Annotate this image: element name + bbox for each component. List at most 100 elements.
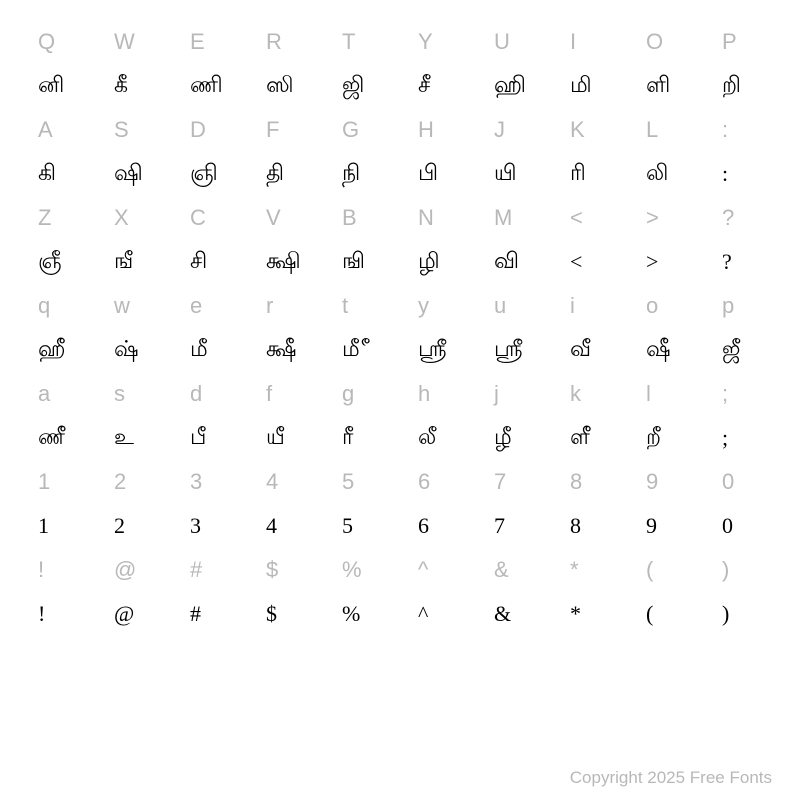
key-label: e [172, 284, 248, 328]
glyph-value: 5 [324, 504, 400, 548]
key-label: S [96, 108, 172, 152]
key-label: o [628, 284, 704, 328]
key-label: @ [96, 548, 172, 592]
glyph-value: சி [172, 240, 248, 284]
glyph-value: 4 [248, 504, 324, 548]
key-label: M [476, 196, 552, 240]
key-label: 3 [172, 460, 248, 504]
key-label: * [552, 548, 628, 592]
key-label: 9 [628, 460, 704, 504]
key-label: O [628, 20, 704, 64]
key-label: T [324, 20, 400, 64]
key-label: : [704, 108, 780, 152]
glyph-value: ஷீ [628, 328, 704, 372]
key-label: C [172, 196, 248, 240]
glyph-value: : [704, 152, 780, 196]
glyph-value: ஸ்ரீ [476, 328, 552, 372]
key-label: r [248, 284, 324, 328]
glyph-value: நி [324, 152, 400, 196]
key-label: s [96, 372, 172, 416]
key-label: F [248, 108, 324, 152]
key-label: ^ [400, 548, 476, 592]
glyph-value: ஞி [172, 152, 248, 196]
glyph-value: றி [704, 64, 780, 108]
key-label: 6 [400, 460, 476, 504]
key-label: u [476, 284, 552, 328]
glyph-value: க்ஷீ [248, 328, 324, 372]
key-label: X [96, 196, 172, 240]
key-label: U [476, 20, 552, 64]
key-label: ) [704, 548, 780, 592]
glyph-value: யீ [248, 416, 324, 460]
key-label: k [552, 372, 628, 416]
glyph-value: 3 [172, 504, 248, 548]
key-label: Z [20, 196, 96, 240]
glyph-value: வி [476, 240, 552, 284]
key-label: & [476, 548, 552, 592]
glyph-value: ழி [400, 240, 476, 284]
key-label: < [552, 196, 628, 240]
glyph-value: ஹி [476, 64, 552, 108]
key-label: l [628, 372, 704, 416]
glyph-value: கி [20, 152, 96, 196]
key-label: ! [20, 548, 96, 592]
glyph-value: ரி [552, 152, 628, 196]
key-label: 7 [476, 460, 552, 504]
glyph-value: ஜீ [704, 328, 780, 372]
glyph-value: ணீ [20, 416, 96, 460]
glyph-value: லீ [400, 416, 476, 460]
glyph-value: றீ [628, 416, 704, 460]
key-label: H [400, 108, 476, 152]
key-label: K [552, 108, 628, 152]
glyph-value: ஙீ [96, 240, 172, 284]
key-label: R [248, 20, 324, 64]
glyph-value: 6 [400, 504, 476, 548]
key-label: V [248, 196, 324, 240]
glyph-value: யி [476, 152, 552, 196]
glyph-value: 7 [476, 504, 552, 548]
key-label: $ [248, 548, 324, 592]
glyph-value: % [324, 592, 400, 636]
glyph-value: > [628, 240, 704, 284]
key-label: 4 [248, 460, 324, 504]
key-label: f [248, 372, 324, 416]
key-label: N [400, 196, 476, 240]
key-label: 5 [324, 460, 400, 504]
glyph-value: 0 [704, 504, 780, 548]
key-label: d [172, 372, 248, 416]
key-label: E [172, 20, 248, 64]
glyph-value: $ [248, 592, 324, 636]
glyph-value: < [552, 240, 628, 284]
glyph-value: வீ [552, 328, 628, 372]
glyph-value: @ [96, 592, 172, 636]
glyph-value: னி [20, 64, 96, 108]
glyph-value: ஜி [324, 64, 400, 108]
glyph-value: பி [400, 152, 476, 196]
glyph-value: 2 [96, 504, 172, 548]
glyph-value: ஞீ [20, 240, 96, 284]
glyph-value: மீீ [324, 328, 400, 372]
glyph-value: ழீ [476, 416, 552, 460]
glyph-value: ஸ்ரீ [400, 328, 476, 372]
key-label: A [20, 108, 96, 152]
key-label: p [704, 284, 780, 328]
glyph-value: ! [20, 592, 96, 636]
glyph-value: ( [628, 592, 704, 636]
glyph-value: ^ [400, 592, 476, 636]
key-label: 0 [704, 460, 780, 504]
key-label: t [324, 284, 400, 328]
key-label: y [400, 284, 476, 328]
glyph-value: & [476, 592, 552, 636]
key-label: > [628, 196, 704, 240]
glyph-value: மீ [172, 328, 248, 372]
glyph-value: தி [248, 152, 324, 196]
key-label: P [704, 20, 780, 64]
key-label: G [324, 108, 400, 152]
key-label: h [400, 372, 476, 416]
glyph-value: ? [704, 240, 780, 284]
glyph-value: உ [96, 416, 172, 460]
key-label: i [552, 284, 628, 328]
glyph-value: லி [628, 152, 704, 196]
key-label: Y [400, 20, 476, 64]
glyph-value: மி [552, 64, 628, 108]
